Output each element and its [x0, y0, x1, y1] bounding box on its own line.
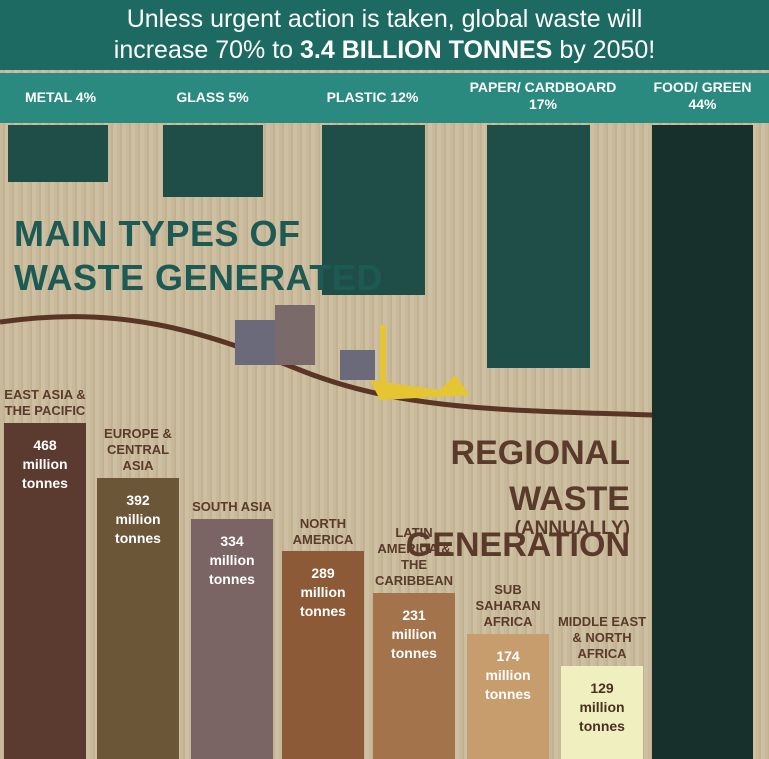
value-unit: million tonnes [485, 667, 531, 703]
category-label: EUROPE & CENTRAL ASIA [104, 425, 172, 473]
value-label: 289 [311, 565, 335, 582]
category-label: SUB SAHARAN AFRICA [475, 582, 541, 630]
glass-image [163, 125, 263, 197]
waste-type: METAL 4% [24, 89, 97, 105]
category-label: SOUTH ASIA [192, 499, 272, 515]
chart-subtitle: (ANNUALLY) [514, 518, 630, 539]
value-label: 392 [126, 491, 150, 508]
header-line: increase 70% to 3.4 BILLION TONNES by 20… [0, 35, 769, 66]
metal-image [8, 125, 108, 182]
bar [97, 477, 179, 759]
value-label-group: 334 million tonnes [191, 532, 273, 589]
bar [467, 634, 549, 759]
paper-image [487, 125, 590, 368]
value-unit: million tonnes [209, 552, 255, 588]
value-label-group: 289 million tonnes [282, 564, 364, 621]
value-label: 174 [496, 648, 520, 665]
waste-type: PAPER/ CARDBOARD 17% [469, 79, 617, 112]
waste-type: PLASTIC 12% [326, 89, 419, 105]
value-label: 468 [33, 436, 57, 453]
header-text: increase 70% to [113, 36, 294, 64]
chart-title: REGIONAL WASTE GENERATION [405, 434, 630, 564]
value-label-group: 392 million tonnes [97, 491, 179, 548]
waste-type: GLASS 5% [176, 89, 249, 105]
category-label: EAST ASIA & THE PACIFIC [4, 386, 86, 418]
value-unit: million tonnes [22, 455, 68, 491]
header-text: by 2050! [559, 36, 656, 64]
waste-types-band: METAL 4% GLASS 5% PLASTIC 12% PAPER/ CAR… [0, 73, 769, 123]
value-label: 231 [402, 607, 426, 624]
value-unit: million tonnes [115, 510, 161, 546]
value-label-group: 174 million tonnes [467, 647, 549, 704]
value-label: 334 [220, 533, 244, 550]
value-label-group: 129 million tonnes [561, 679, 643, 736]
header: Unless urgent action is taken, global wa… [0, 0, 769, 70]
bar [4, 422, 86, 759]
header-bold: 3.4 BILLION TONNES [300, 36, 553, 64]
bar [191, 519, 273, 759]
header-line: Unless urgent action is taken, global wa… [126, 5, 643, 33]
plastic-image [322, 125, 425, 295]
bar [561, 666, 643, 759]
bar [373, 593, 455, 759]
category-label: MIDDLE EAST & NORTH AFRICA [557, 614, 647, 662]
bar [282, 551, 364, 759]
title-line: MAIN TYPES OF [14, 213, 301, 254]
section-title: MAIN TYPES OF WASTE GENERATED [14, 212, 383, 300]
value-unit: million tonnes [391, 626, 437, 662]
title-line: WASTE GENERATED [14, 257, 383, 298]
category-label: NORTH AMERICA [292, 515, 354, 547]
value-label: 129 [590, 680, 614, 697]
value-unit: million tonnes [300, 584, 346, 620]
value-label-group: 468 million tonnes [4, 436, 86, 493]
category-label: LATIN AMERICA & THE CARIBBEAN [375, 525, 453, 589]
value-label-group: 231 million tonnes [373, 606, 455, 663]
waste-type: FOOD/ GREEN 44% [653, 79, 752, 112]
food-image [652, 125, 753, 759]
value-unit: million tonnes [579, 699, 625, 735]
